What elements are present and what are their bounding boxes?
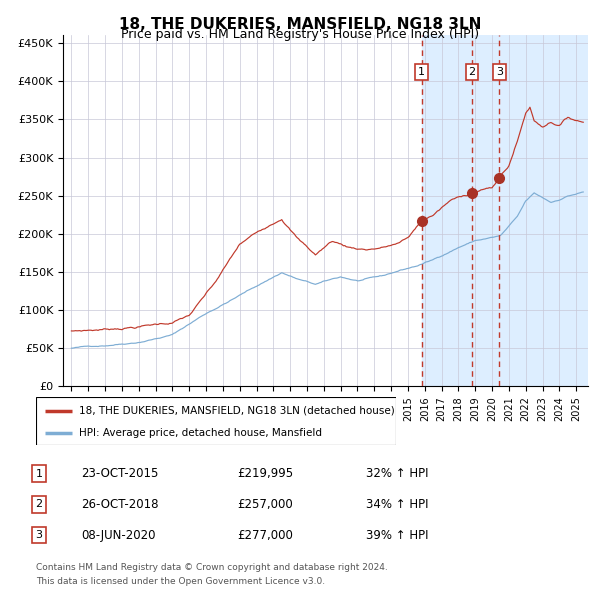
Text: 1: 1 [35,469,43,478]
Text: 26-OCT-2018: 26-OCT-2018 [81,498,158,511]
Text: 18, THE DUKERIES, MANSFIELD, NG18 3LN: 18, THE DUKERIES, MANSFIELD, NG18 3LN [119,17,481,31]
Bar [422,35,600,386]
Text: 08-JUN-2020: 08-JUN-2020 [81,529,155,542]
Text: 34% ↑ HPI: 34% ↑ HPI [366,498,428,511]
Text: 39% ↑ HPI: 39% ↑ HPI [366,529,428,542]
Text: 3: 3 [496,67,503,77]
Text: 1: 1 [418,67,425,77]
Text: 2: 2 [469,67,476,77]
Text: HPI: Average price, detached house, Mansfield: HPI: Average price, detached house, Mans… [79,428,322,438]
Text: 18, THE DUKERIES, MANSFIELD, NG18 3LN (detached house): 18, THE DUKERIES, MANSFIELD, NG18 3LN (d… [79,405,395,415]
Text: 23-OCT-2015: 23-OCT-2015 [81,467,158,480]
Text: Price paid vs. HM Land Registry's House Price Index (HPI): Price paid vs. HM Land Registry's House … [121,28,479,41]
Text: 32% ↑ HPI: 32% ↑ HPI [366,467,428,480]
Text: 2: 2 [35,500,43,509]
Text: £277,000: £277,000 [237,529,293,542]
Text: This data is licensed under the Open Government Licence v3.0.: This data is licensed under the Open Gov… [36,577,325,586]
Text: Contains HM Land Registry data © Crown copyright and database right 2024.: Contains HM Land Registry data © Crown c… [36,563,388,572]
Text: £257,000: £257,000 [237,498,293,511]
Text: £219,995: £219,995 [237,467,293,480]
Text: 3: 3 [35,530,43,540]
